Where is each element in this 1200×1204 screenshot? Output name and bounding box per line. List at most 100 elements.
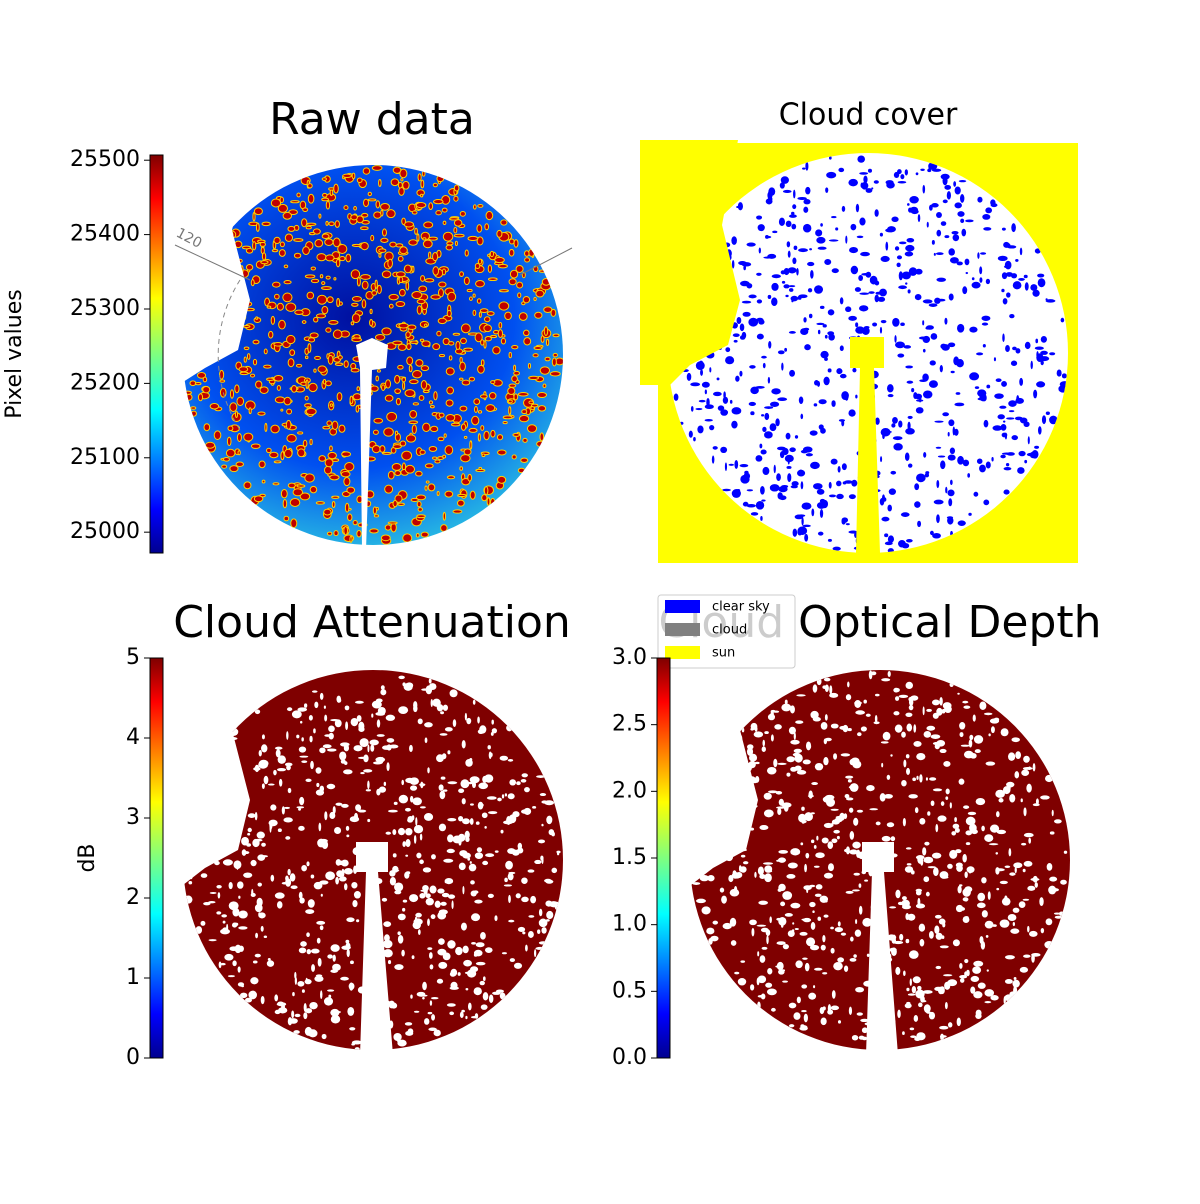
texture: [376, 284, 382, 295]
texture: [787, 473, 792, 483]
texture: [767, 191, 773, 200]
texture: [420, 179, 425, 189]
texture: [460, 922, 467, 931]
texture: [319, 747, 326, 754]
texture: [503, 884, 513, 887]
texture: [310, 760, 314, 770]
texture: [725, 356, 735, 365]
texture: [950, 479, 953, 486]
texture: [356, 529, 362, 538]
texture: [536, 440, 545, 447]
colorbar: [149, 154, 164, 554]
texture: [438, 938, 445, 945]
texture: [190, 406, 197, 410]
texture: [371, 713, 374, 718]
texture: [962, 916, 970, 924]
texture: [1026, 452, 1035, 457]
texture: [378, 179, 382, 187]
texture: [422, 239, 433, 249]
texture: [306, 932, 310, 938]
texture: [838, 167, 845, 173]
texture: [756, 977, 760, 986]
texture: [279, 241, 285, 248]
texture: [279, 196, 284, 204]
texture: [267, 957, 271, 961]
texture: [895, 966, 901, 975]
texture: [746, 489, 754, 492]
texture: [805, 161, 809, 171]
texture: [990, 995, 999, 1001]
texture: [367, 744, 370, 753]
texture: [913, 740, 922, 747]
texture: [887, 535, 895, 543]
texture: [1030, 360, 1033, 370]
texture: [491, 719, 494, 725]
texture: [388, 293, 399, 301]
texture: [895, 341, 905, 349]
texture: [1007, 245, 1017, 249]
texture: [360, 241, 369, 251]
texture: [351, 313, 361, 324]
texture: [863, 699, 867, 704]
texture: [998, 798, 1004, 803]
texture: [991, 456, 994, 462]
texture: [833, 753, 838, 760]
texture: [792, 204, 797, 210]
texture: [794, 435, 799, 439]
texture: [209, 402, 220, 410]
texture: [419, 859, 424, 865]
texture: [473, 987, 482, 996]
texture: [1061, 373, 1067, 379]
texture: [405, 331, 411, 339]
texture: [798, 396, 804, 404]
texture: [286, 707, 293, 712]
texture: [315, 767, 322, 774]
texture: [487, 253, 491, 258]
texture: [1019, 377, 1024, 386]
texture: [440, 524, 448, 532]
texture: [781, 703, 792, 712]
texture: [369, 739, 379, 746]
texture: [321, 1033, 327, 1040]
texture: [436, 330, 442, 337]
texture: [306, 291, 315, 300]
texture: [345, 939, 350, 944]
texture: [720, 446, 728, 454]
texture: [387, 521, 398, 525]
texture: [880, 319, 887, 324]
texture: [927, 866, 936, 869]
texture: [298, 807, 301, 811]
texture: [772, 230, 778, 234]
texture: [722, 488, 731, 492]
texture: [416, 298, 426, 305]
texture: [1000, 454, 1006, 459]
texture: [483, 430, 490, 441]
texture: [436, 704, 444, 712]
texture: [494, 915, 498, 922]
texture: [788, 1002, 797, 1009]
texture: [545, 919, 550, 922]
texture: [885, 228, 895, 233]
texture: [444, 445, 454, 456]
texture: [712, 920, 719, 925]
grid-annotation: [174, 244, 251, 281]
texture: [840, 753, 851, 757]
texture: [429, 885, 437, 894]
texture: [401, 779, 405, 786]
texture: [732, 333, 740, 337]
texture: [771, 297, 778, 306]
texture: [467, 857, 471, 861]
texture: [1000, 728, 1009, 737]
texture: [874, 693, 880, 697]
texture: [425, 480, 430, 484]
texture: [422, 389, 430, 394]
texture: [487, 745, 491, 750]
texture: [785, 220, 792, 228]
texture: [509, 779, 517, 786]
texture: [1036, 351, 1039, 359]
texture: [989, 824, 1000, 833]
texture: [805, 186, 811, 195]
texture: [457, 972, 461, 976]
texture: [309, 1001, 318, 1010]
texture: [873, 721, 880, 725]
